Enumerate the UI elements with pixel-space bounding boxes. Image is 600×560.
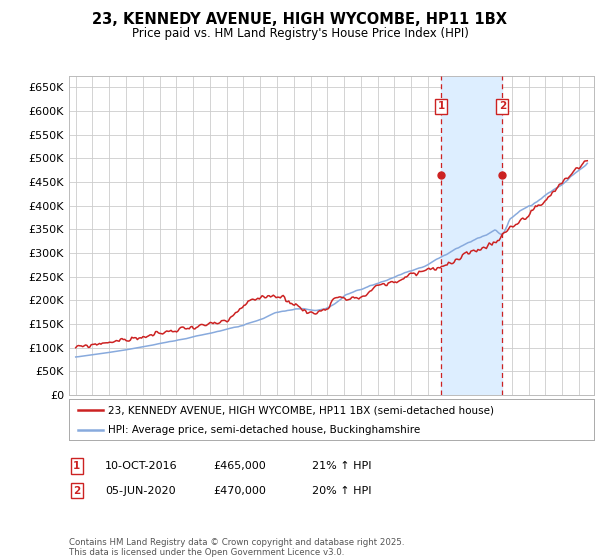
Text: 2: 2 bbox=[73, 486, 80, 496]
Text: 23, KENNEDY AVENUE, HIGH WYCOMBE, HP11 1BX: 23, KENNEDY AVENUE, HIGH WYCOMBE, HP11 1… bbox=[92, 12, 508, 27]
Text: 23, KENNEDY AVENUE, HIGH WYCOMBE, HP11 1BX (semi-detached house): 23, KENNEDY AVENUE, HIGH WYCOMBE, HP11 1… bbox=[109, 405, 494, 415]
Text: 20% ↑ HPI: 20% ↑ HPI bbox=[312, 486, 371, 496]
Text: HPI: Average price, semi-detached house, Buckinghamshire: HPI: Average price, semi-detached house,… bbox=[109, 424, 421, 435]
Bar bbox=[441, 76, 502, 395]
Text: £470,000: £470,000 bbox=[213, 486, 266, 496]
Text: £465,000: £465,000 bbox=[213, 461, 266, 471]
Text: 10-OCT-2016: 10-OCT-2016 bbox=[105, 461, 178, 471]
Text: 1: 1 bbox=[437, 101, 445, 111]
Text: 2: 2 bbox=[499, 101, 506, 111]
Text: Price paid vs. HM Land Registry's House Price Index (HPI): Price paid vs. HM Land Registry's House … bbox=[131, 27, 469, 40]
Text: Contains HM Land Registry data © Crown copyright and database right 2025.
This d: Contains HM Land Registry data © Crown c… bbox=[69, 538, 404, 557]
Text: 1: 1 bbox=[73, 461, 80, 471]
Text: 21% ↑ HPI: 21% ↑ HPI bbox=[312, 461, 371, 471]
Text: 05-JUN-2020: 05-JUN-2020 bbox=[105, 486, 176, 496]
